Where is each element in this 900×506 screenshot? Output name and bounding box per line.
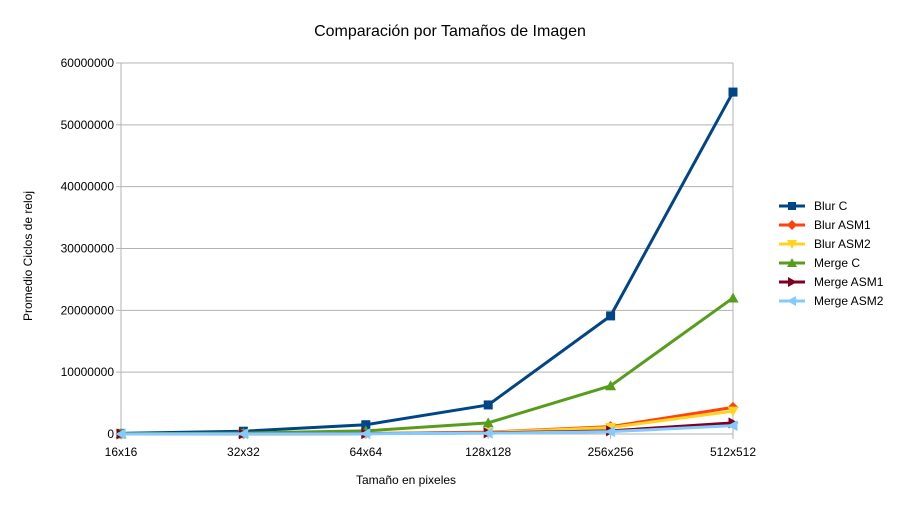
y-tick-label: 50000000: [61, 118, 115, 132]
legend-marker: [788, 277, 797, 287]
legend-item-blur-asm2: Blur ASM2: [779, 237, 871, 251]
series-line-merge-asm2: [120, 424, 734, 436]
legend-marker: [787, 296, 796, 306]
x-tick-label: 16x16: [105, 445, 138, 459]
x-tick-label: 32x32: [227, 445, 260, 459]
legend-item-merge-asm1: Merge ASM1: [779, 275, 884, 289]
series-line-blur-c: [120, 91, 735, 435]
legend-label: Merge ASM1: [814, 275, 884, 289]
legend-label: Blur ASM2: [814, 237, 871, 251]
data-point: [727, 406, 739, 417]
x-tick-label: 64x64: [349, 445, 382, 459]
data-point: [727, 420, 738, 432]
legend-item-blur-c: Blur C: [779, 199, 848, 213]
x-tick-label: 512x512: [710, 445, 756, 459]
data-point: [605, 380, 617, 391]
legend-marker: [787, 240, 797, 249]
data-point: [482, 417, 494, 428]
y-tick-label: 30000000: [61, 242, 115, 256]
data-point: [727, 292, 739, 303]
legend-item-merge-asm2: Merge ASM2: [779, 294, 884, 308]
x-tick-label: 256x256: [588, 445, 634, 459]
y-tick-label: 40000000: [61, 180, 115, 194]
series-group: [115, 87, 739, 440]
series-merge-c: [115, 292, 739, 439]
y-tick-label: 10000000: [61, 365, 115, 379]
legend-label: Blur C: [814, 199, 848, 213]
data-point: [483, 400, 493, 410]
data-point: [361, 420, 371, 430]
x-tick-label: 128x128: [465, 445, 511, 459]
chart-title: Comparación por Tamaños de Imagen: [314, 23, 586, 40]
legend-marker: [787, 258, 797, 267]
grid: [121, 62, 733, 435]
data-point: [728, 87, 738, 97]
series-blur-c: [116, 87, 738, 438]
data-point: [115, 428, 126, 440]
series-merge-asm2: [115, 420, 738, 440]
legend-marker: [787, 220, 797, 230]
x-axis-label: Tamaño en pixeles: [356, 473, 456, 487]
y-tick-label: 60000000: [61, 56, 115, 70]
legend-item-merge-c: Merge C: [779, 256, 860, 270]
legend-label: Blur ASM1: [814, 218, 871, 232]
x-ticks: 16x16 32x32 64x64 128x128 256x256 512x512: [105, 434, 756, 459]
legend-label: Merge ASM2: [814, 294, 884, 308]
y-ticks: 0 10000000 20000000 30000000 40000000 5000000…: [61, 56, 121, 441]
data-point: [605, 426, 616, 438]
data-point: [237, 428, 248, 440]
data-point: [360, 428, 371, 440]
data-point: [606, 311, 616, 321]
legend-marker: [788, 202, 796, 210]
y-tick-label: 0: [107, 427, 114, 441]
y-axis-label: Promedio Ciclos de reloj: [21, 191, 35, 321]
legend-item-blur-asm1: Blur ASM1: [779, 218, 871, 232]
y-tick-label: 20000000: [61, 303, 115, 317]
legend-label: Merge C: [814, 256, 860, 270]
data-point: [482, 427, 493, 439]
legend: Blur C Blur ASM1 Blur ASM2 Merge C Merge ASM…: [779, 199, 884, 308]
